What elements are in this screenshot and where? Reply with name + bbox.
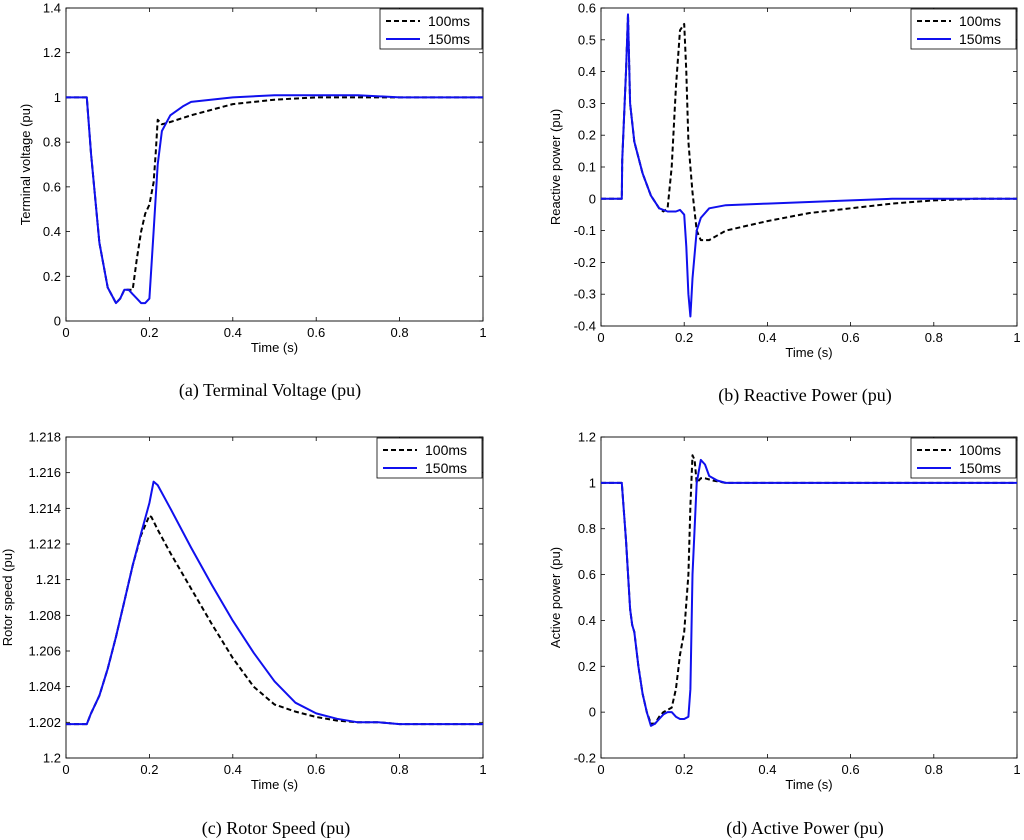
plot-area: [65, 7, 484, 322]
y-tick-label: -0.3: [574, 287, 596, 302]
y-tick-label: -0.2: [574, 751, 596, 766]
x-tick-label: 1: [1013, 762, 1020, 777]
x-tick-label: 1: [1013, 330, 1020, 345]
y-tick-label: 1: [54, 90, 61, 105]
x-tick-label: 0: [597, 330, 604, 345]
y-tick-label: 0.4: [578, 613, 596, 628]
y-tick-label: 1.21: [36, 572, 61, 587]
x-tick-label: 0.6: [842, 330, 860, 345]
y-tick-label: 0.6: [578, 567, 596, 582]
y-axis-label: Active power (pu): [548, 547, 563, 648]
series-line-100ms: [601, 13, 1017, 242]
legend-box: [910, 8, 1017, 50]
y-tick-label: 0.4: [43, 224, 61, 239]
y-tick-label: 1.204: [28, 679, 61, 694]
x-tick-label: 1: [479, 762, 486, 777]
y-tick-label: 1.206: [28, 644, 61, 659]
y-axis-label: Reactive power (pu): [548, 109, 563, 225]
y-tick-label: -0.1: [574, 223, 596, 238]
plot-area: [65, 436, 484, 759]
y-tick-label: 0.8: [578, 521, 596, 536]
series-line-150ms: [601, 13, 1017, 318]
y-tick-label: 1.212: [28, 537, 61, 552]
x-tick-label: 0.8: [391, 325, 409, 340]
legend-label-100ms: 100ms: [959, 13, 1001, 29]
panel-active-power: 0 0.2 0.4 0.6 0.8 1-0.200.20.40.60.811.2Time …: [548, 430, 1021, 793]
y-tick-label: 1.214: [28, 501, 61, 516]
legend-label-150ms: 150ms: [959, 460, 1001, 476]
y-tick-label: 1.218: [28, 430, 61, 445]
y-tick-label: 1.208: [28, 608, 61, 623]
series-line-150ms: [66, 94, 483, 305]
x-tick-label: 0.2: [140, 325, 158, 340]
x-tick-label: 0.4: [224, 325, 242, 340]
x-tick-label: 1: [479, 325, 486, 340]
y-tick-label: 0.6: [578, 1, 596, 16]
x-tick-label: 0.8: [391, 762, 409, 777]
x-tick-label: 0.6: [307, 762, 325, 777]
x-tick-label: 0.8: [925, 762, 943, 777]
x-tick-label: 0.2: [675, 762, 693, 777]
y-tick-label: 1: [589, 475, 596, 490]
series-line-150ms: [66, 480, 483, 726]
x-axis-label: Time (s): [785, 777, 832, 792]
plot-area: [600, 7, 1018, 327]
y-tick-label: 0.4: [578, 64, 596, 79]
x-tick-label: 0: [62, 325, 69, 340]
x-tick-label: 0: [597, 762, 604, 777]
x-tick-label: 0.2: [675, 330, 693, 345]
y-tick-label: 1.2: [43, 45, 61, 60]
plot-area: [600, 436, 1018, 759]
y-tick-label: -0.4: [574, 319, 596, 334]
y-tick-label: 1.4: [43, 1, 61, 16]
y-tick-label: 0.6: [43, 179, 61, 194]
series-line-150ms: [601, 458, 1017, 727]
panel-terminal-voltage: 0 0.2 0.4 0.6 0.8 1 0 0.2 0.4 0.6 0.8 1 1.2 1.4 Time (…: [18, 1, 487, 356]
panel-rotor-speed: 0 0.2 0.4 0.6 0.8 1 1.2 1.202 1.204 1.206 1.208 1.2…: [0, 430, 487, 793]
y-tick-label: 0: [589, 705, 596, 720]
y-tick-label: 0.2: [578, 659, 596, 674]
legend-label-100ms: 100ms: [428, 13, 470, 29]
caption-d: (d) Active Power (pu): [726, 818, 883, 839]
legend-label-150ms: 150ms: [428, 31, 470, 47]
y-axis-label: Rotor speed (pu): [0, 549, 15, 647]
x-tick-label: 0.6: [307, 325, 325, 340]
y-tick-label: 0: [54, 314, 61, 329]
legend-box: [376, 437, 483, 479]
caption-c: (c) Rotor Speed (pu): [202, 818, 350, 839]
y-tick-label: 0.8: [43, 135, 61, 150]
legend-label-150ms: 150ms: [959, 31, 1001, 47]
y-tick-label: 0.1: [578, 160, 596, 175]
x-tick-label: 0.4: [758, 330, 776, 345]
y-axis-label: Terminal voltage (pu): [18, 104, 33, 225]
x-tick-label: 0.6: [842, 762, 860, 777]
legend-label-100ms: 100ms: [425, 442, 467, 458]
panel-reactive-power: 0 0.2 0.4 0.6 0.8 1 -0.4 -0.3 -0.2 -0.1 0 0.1 0.2 0.3…: [548, 1, 1021, 361]
y-tick-label: 1.216: [28, 465, 61, 480]
x-tick-label: 0: [62, 762, 69, 777]
legend-label-100ms: 100ms: [959, 442, 1001, 458]
y-tick-label: -0.2: [574, 255, 596, 270]
x-tick-label: 0.4: [758, 762, 776, 777]
legend-box: [910, 437, 1017, 479]
legend-box: [379, 8, 483, 50]
caption-a: (a) Terminal Voltage (pu): [179, 380, 361, 401]
x-tick-label: 0.8: [925, 330, 943, 345]
y-tick-label: 0.2: [578, 128, 596, 143]
x-axis-label: Time (s): [251, 340, 298, 355]
x-tick-label: 0.2: [140, 762, 158, 777]
caption-b: (b) Reactive Power (pu): [718, 385, 891, 406]
y-tick-label: 1.202: [28, 715, 61, 730]
x-tick-label: 0.4: [224, 762, 242, 777]
x-axis-label: Time (s): [785, 345, 832, 360]
y-tick-label: 0.3: [578, 96, 596, 111]
y-tick-label: 0.5: [578, 32, 596, 47]
x-axis-label: Time (s): [251, 777, 298, 792]
legend-label-150ms: 150ms: [425, 460, 467, 476]
y-tick-label: 0.2: [43, 269, 61, 284]
y-tick-label: 1.2: [43, 751, 61, 766]
y-tick-label: 1.2: [578, 430, 596, 445]
y-tick-label: 0: [589, 191, 596, 206]
